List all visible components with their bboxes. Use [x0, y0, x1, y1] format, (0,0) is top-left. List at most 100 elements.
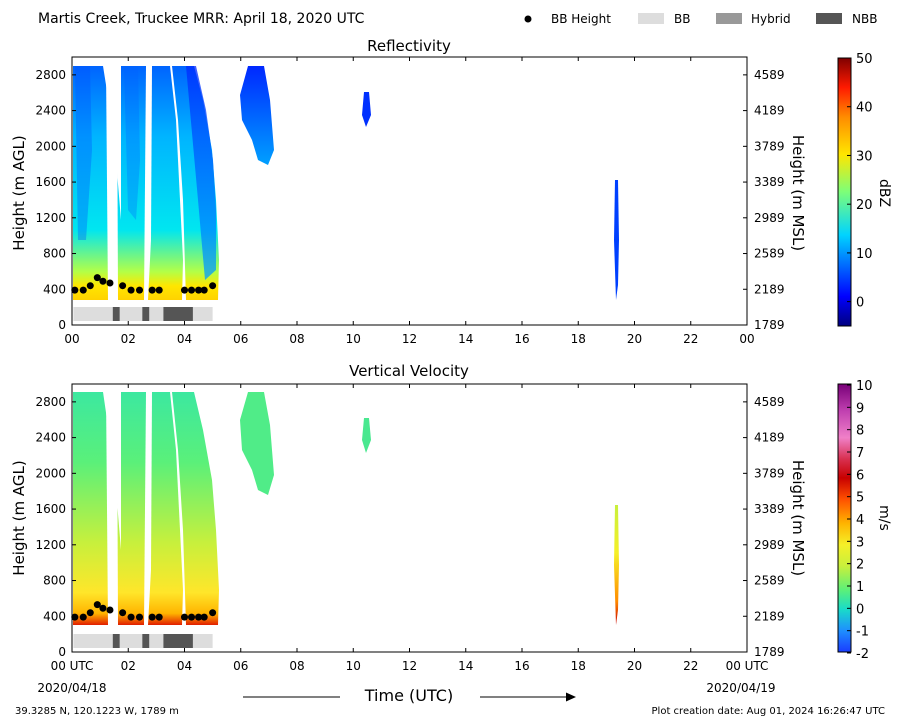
velocity-ylabel-right: Height (m MSL): [789, 460, 807, 576]
velocity-x-tick-label: 06: [233, 659, 248, 673]
plot-creation-date: Plot creation date: Aug 01, 2024 16:26:4…: [652, 706, 885, 717]
velocity-colorbar-tick-label: 4: [856, 513, 864, 528]
velocity-bb-type-segment: [142, 634, 150, 648]
velocity-x-tick-label: 18: [571, 659, 586, 673]
reflectivity-bb-height-point: [79, 286, 87, 294]
velocity-y-ticks-right: 1789 2189 2589 2989 3389 3789 4189 4589: [743, 395, 785, 659]
header-legend: BB Height BB Hybrid NBB: [524, 12, 877, 26]
legend-nbb-swatch: [816, 13, 842, 24]
velocity-colorbar-tick-label: 6: [856, 468, 864, 483]
velocity-y-tick-label-right: 3389: [754, 502, 785, 516]
velocity-bb-type-segment: [163, 634, 193, 648]
velocity-bb-height-point: [86, 609, 94, 617]
reflectivity-x-tick-label: 18: [571, 332, 586, 346]
velocity-bb-height-point: [200, 613, 208, 621]
reflectivity-bb-height-point: [155, 286, 163, 294]
reflectivity-bb-height-point: [148, 286, 156, 294]
velocity-y-tick-label: 800: [43, 574, 66, 588]
velocity-echo: [73, 392, 619, 625]
velocity-x-ticks: 00 UTC 02 04 06 08 10 12 14 16 18 20 22 00 UTC: [51, 384, 768, 673]
velocity-y-tick-label: 400: [43, 609, 66, 623]
reflectivity-x-tick-label: 02: [121, 332, 136, 346]
reflectivity-bb-type-segment: [119, 307, 143, 321]
velocity-bb-height-point: [188, 613, 196, 621]
reflectivity-bb-height-point: [127, 286, 135, 294]
velocity-bb-type-segment: [149, 634, 164, 648]
reflectivity-colorbar-tick-label: 30: [856, 149, 873, 164]
velocity-x-tick-label: 22: [683, 659, 698, 673]
velocity-bb-type-segment: [73, 634, 113, 648]
reflectivity-bb-height-point: [181, 286, 188, 294]
velocity-y-tick-label-right: 3789: [754, 466, 785, 480]
reflectivity-colorbar-tick-label: 10: [856, 247, 873, 262]
reflectivity-colorbar-ticks: 0 10 20 30 40 50: [847, 52, 873, 311]
reflectivity-bb-dots: [71, 274, 217, 294]
date-start: 2020/04/18: [37, 681, 106, 695]
reflectivity-x-ticks: 00 02 04 06 08 10 12 14 16 18 20 22 00: [64, 57, 755, 346]
velocity-colorbar-tick-label: 8: [856, 424, 864, 439]
reflectivity-y-tick-label-right: 2989: [754, 211, 785, 225]
velocity-bb-type-segment: [192, 634, 213, 648]
reflectivity-bb-type-segment: [192, 307, 213, 321]
velocity-colorbar: [837, 383, 852, 653]
reflectivity-bb-type-segment: [112, 307, 120, 321]
velocity-bb-height-point: [119, 609, 127, 617]
velocity-x-tick-label: 14: [458, 659, 473, 673]
velocity-x-tick-label: 08: [289, 659, 304, 673]
reflectivity-x-tick-label: 20: [627, 332, 642, 346]
velocity-y-tick-label: 1200: [35, 538, 66, 552]
reflectivity-bb-height-point: [209, 282, 217, 290]
velocity-colorbar-tick-label: 1: [856, 580, 864, 595]
velocity-y-tick-label-right: 2589: [754, 574, 785, 588]
velocity-x-tick-label: 16: [514, 659, 529, 673]
velocity-y-tick-label-right: 1789: [754, 645, 785, 659]
reflectivity-bb-height-point: [93, 274, 101, 282]
figure-title: Martis Creek, Truckee MRR: April 18, 202…: [38, 11, 365, 27]
velocity-x-tick-label: 02: [121, 659, 136, 673]
reflectivity-bb-height-point: [119, 282, 127, 290]
velocity-bb-height-point: [106, 606, 114, 614]
reflectivity-y-ticks-right: 1789 2189 2589 2989 3389 3789 4189 4589: [743, 68, 785, 332]
reflectivity-x-tick-label: 06: [233, 332, 248, 346]
reflectivity-bb-height-point: [99, 277, 107, 285]
reflectivity-bb-height-point: [200, 286, 208, 294]
velocity-colorbar-tick-label: 0: [856, 602, 864, 617]
reflectivity-y-tick-label-right: 2189: [754, 282, 785, 296]
velocity-bb-dots: [71, 601, 217, 621]
reflectivity-echo: [73, 66, 619, 300]
reflectivity-y-tick-label-right: 1789: [754, 318, 785, 332]
velocity-colorbar-tick-label: 7: [856, 446, 864, 461]
velocity-colorbar-tick-label: 2: [856, 558, 864, 573]
velocity-bb-type-segment: [119, 634, 143, 648]
velocity-bb-height-point: [155, 613, 163, 621]
reflectivity-bb-height-point: [106, 279, 114, 287]
velocity-bb-height-point: [99, 604, 107, 612]
velocity-bb-height-point: [181, 613, 188, 621]
velocity-y-tick-label: 2800: [35, 395, 66, 409]
reflectivity-ylabel: Height (m AGL): [10, 135, 28, 250]
legend-hybrid-swatch: [716, 13, 742, 24]
velocity-bb-height-point: [136, 613, 143, 621]
reflectivity-y-tick-label: 1600: [35, 175, 66, 189]
reflectivity-x-tick-label: 22: [683, 332, 698, 346]
velocity-bb-height-point: [93, 601, 101, 609]
time-arrow-head: [566, 692, 576, 702]
reflectivity-x-tick-label: 08: [289, 332, 304, 346]
reflectivity-y-tick-label: 2800: [35, 68, 66, 82]
velocity-y-ticks: 0 400 800 1200 1600 2000 2400 2800: [35, 395, 76, 659]
reflectivity-colorbar-tick-label: 20: [856, 198, 873, 213]
reflectivity-bb-type-segment: [163, 307, 193, 321]
date-end: 2020/04/19: [706, 681, 775, 695]
velocity-y-tick-label-right: 4589: [754, 395, 785, 409]
reflectivity-y-tick-label: 800: [43, 247, 66, 261]
reflectivity-ylabel-right: Height (m MSL): [789, 135, 807, 251]
velocity-y-tick-label: 2000: [35, 466, 66, 480]
velocity-colorbar-ticks: -2 -1 0 1 2 3 4 5 6 7 8 9 10: [847, 379, 873, 662]
velocity-x-tick-label: 00 UTC: [51, 659, 94, 673]
legend-nbb-label: NBB: [852, 12, 877, 26]
reflectivity-y-ticks: 0 400 800 1200 1600 2000 2400 2800: [35, 68, 76, 332]
velocity-x-tick-label: 04: [177, 659, 192, 673]
velocity-bb-height-point: [209, 609, 217, 617]
reflectivity-x-tick-label: 10: [346, 332, 361, 346]
